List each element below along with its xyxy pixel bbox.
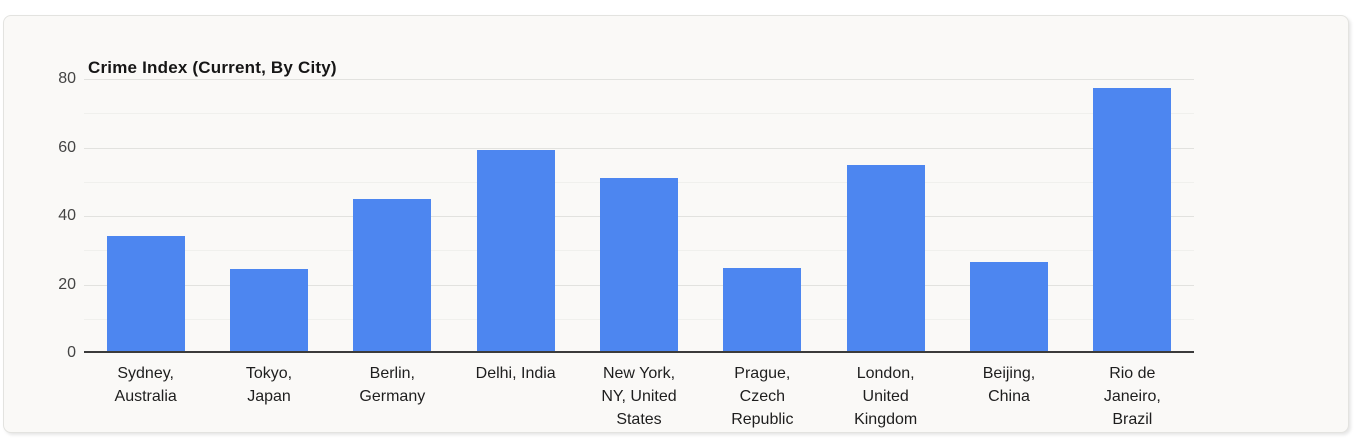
minor-gridline-70 bbox=[84, 113, 1194, 115]
x-tick-label-berlin: Berlin, Germany bbox=[359, 365, 426, 405]
y-tick-label-0: 0 bbox=[67, 344, 76, 361]
major-gridline-60 bbox=[84, 147, 1194, 149]
x-axis-line bbox=[84, 351, 1194, 353]
x-tick-label-prague: Prague, Czech Republic bbox=[731, 365, 794, 428]
x-tick-label-tokyo: Tokyo, Japan bbox=[245, 365, 293, 405]
major-gridline-80 bbox=[84, 79, 1194, 80]
bar-beijing[interactable] bbox=[970, 261, 1048, 351]
y-tick-label-20: 20 bbox=[58, 275, 76, 293]
bar-new-york[interactable] bbox=[600, 178, 678, 351]
bar-tokyo[interactable] bbox=[230, 268, 308, 351]
y-tick-label-60: 60 bbox=[58, 138, 76, 156]
x-tick-label-sydney: Sydney, Australia bbox=[114, 365, 177, 405]
x-tick-label-new-york: New York, NY, United States bbox=[601, 365, 677, 428]
x-tick-label-beijing: Beijing, China bbox=[982, 365, 1036, 405]
x-tick-label-delhi: Delhi, India bbox=[475, 365, 556, 382]
y-tick-label-40: 40 bbox=[58, 207, 76, 224]
plot-area bbox=[84, 79, 1194, 353]
bar-london[interactable] bbox=[846, 164, 925, 351]
x-axis: Sydney, Australia Tokyo, Japan Berlin, Ger… bbox=[84, 362, 1194, 433]
y-axis: 0 20 40 60 80 bbox=[0, 70, 76, 361]
y-tick-label-80: 80 bbox=[58, 70, 76, 87]
bar-delhi[interactable] bbox=[476, 149, 555, 351]
x-tick-label-london: London, United Kingdom bbox=[854, 365, 918, 428]
bar-prague[interactable] bbox=[723, 268, 802, 351]
x-tick-label-rio-de-janeiro: Rio de Janeiro, Brazil bbox=[1103, 365, 1161, 428]
bar-rio-de-janeiro[interactable] bbox=[1093, 88, 1172, 351]
chart-title: Crime Index (Current, By City) bbox=[88, 58, 337, 77]
bar-sydney[interactable] bbox=[106, 236, 185, 351]
bar-berlin[interactable] bbox=[353, 199, 432, 351]
